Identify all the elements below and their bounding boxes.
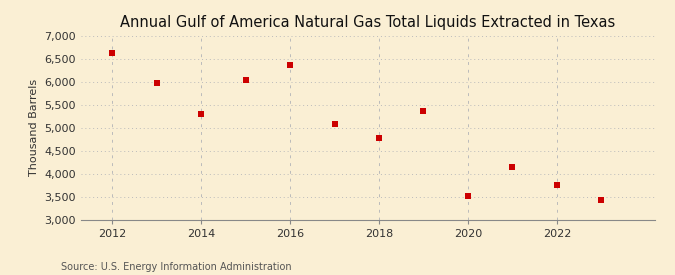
Point — [507, 164, 518, 169]
Y-axis label: Thousand Barrels: Thousand Barrels — [29, 79, 39, 177]
Point — [196, 111, 207, 116]
Point — [240, 78, 251, 82]
Text: Source: U.S. Energy Information Administration: Source: U.S. Energy Information Administ… — [61, 262, 292, 272]
Point — [373, 136, 384, 141]
Point — [151, 81, 162, 85]
Point — [596, 197, 607, 202]
Point — [418, 109, 429, 114]
Point — [107, 51, 117, 55]
Point — [462, 193, 473, 198]
Point — [329, 122, 340, 127]
Point — [285, 63, 296, 67]
Point — [551, 183, 562, 188]
Title: Annual Gulf of America Natural Gas Total Liquids Extracted in Texas: Annual Gulf of America Natural Gas Total… — [120, 15, 616, 31]
